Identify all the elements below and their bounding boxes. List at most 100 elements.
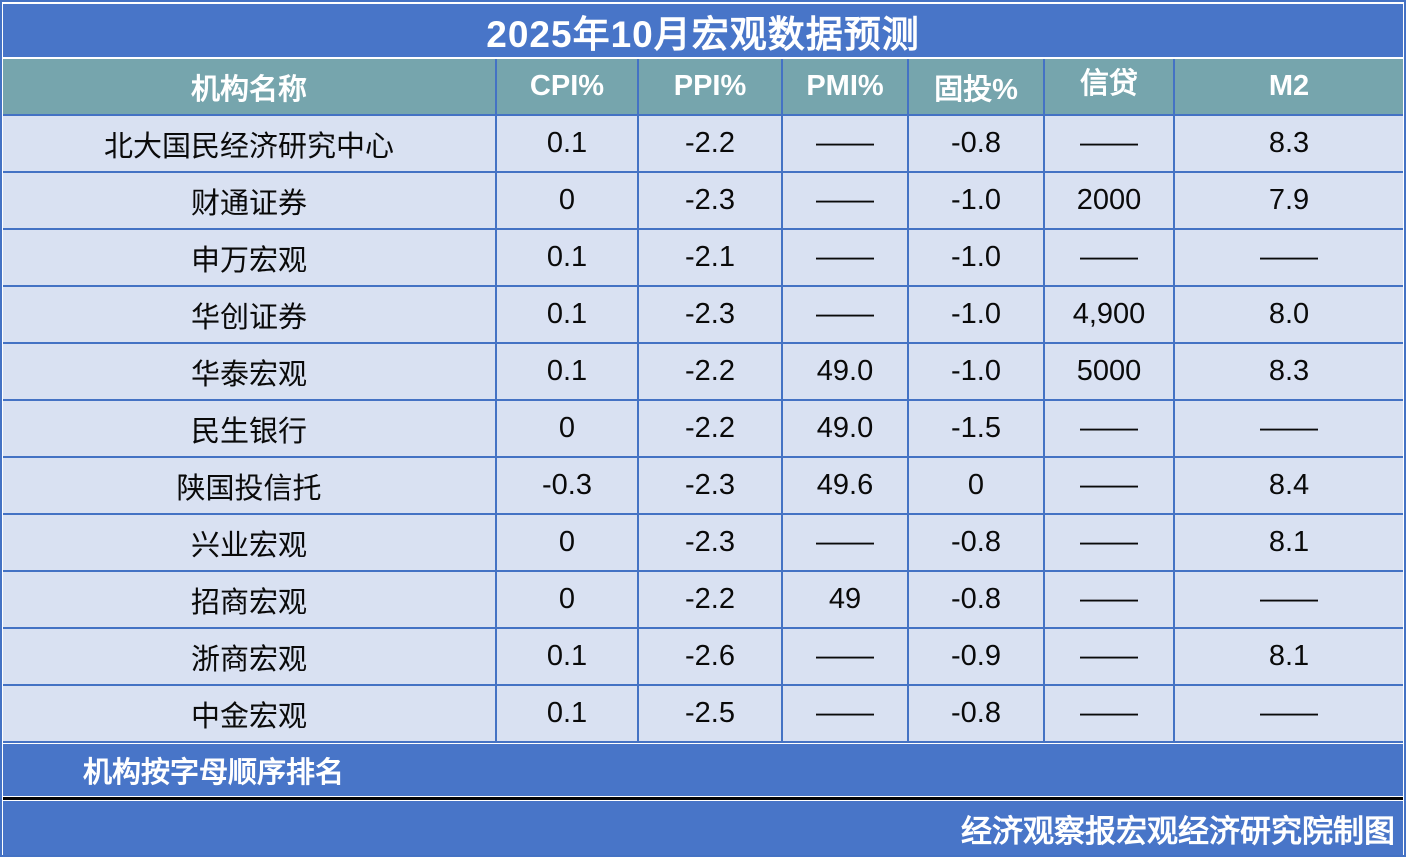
- table-title: 2025年10月宏观数据预测: [3, 4, 1403, 57]
- cell-credit: ——: [1045, 116, 1173, 171]
- cell-credit: 2000: [1045, 173, 1173, 228]
- cell-ppi: -2.6: [639, 629, 781, 684]
- cell-fixed-investment: -1.0: [909, 173, 1043, 228]
- cell-institution: 兴业宏观: [3, 515, 495, 570]
- cell-m2: 8.1: [1175, 629, 1403, 684]
- cell-cpi: 0.1: [497, 116, 637, 171]
- cell-institution: 华泰宏观: [3, 344, 495, 399]
- cell-pmi: 49.6: [783, 458, 907, 513]
- cell-pmi: 49: [783, 572, 907, 627]
- cell-credit: ——: [1045, 230, 1173, 285]
- table-row: 中金宏观 0.1 -2.5 —— -0.8 —— ——: [3, 686, 1403, 741]
- cell-cpi: 0.1: [497, 287, 637, 342]
- cell-fixed-investment: -1.0: [909, 230, 1043, 285]
- cell-cpi: 0.1: [497, 629, 637, 684]
- cell-ppi: -2.5: [639, 686, 781, 741]
- cell-m2: ——: [1175, 230, 1403, 285]
- cell-fixed-investment: -0.8: [909, 572, 1043, 627]
- cell-m2: 8.4: [1175, 458, 1403, 513]
- cell-institution: 申万宏观: [3, 230, 495, 285]
- column-header-institution: 机构名称: [3, 59, 495, 114]
- cell-credit: ——: [1045, 458, 1173, 513]
- table-row: 财通证券 0 -2.3 —— -1.0 2000 7.9: [3, 173, 1403, 228]
- cell-cpi: 0.1: [497, 344, 637, 399]
- cell-fixed-investment: -0.8: [909, 515, 1043, 570]
- table-body: 机构名称 CPI% PPI% PMI% 固投% 信贷 M2 北大国民经济研究中心…: [3, 59, 1403, 743]
- cell-fixed-investment: -0.9: [909, 629, 1043, 684]
- cell-institution: 中金宏观: [3, 686, 495, 741]
- cell-institution: 招商宏观: [3, 572, 495, 627]
- cell-ppi: -2.2: [639, 116, 781, 171]
- cell-pmi: ——: [783, 230, 907, 285]
- cell-m2: ——: [1175, 686, 1403, 741]
- cell-pmi: ——: [783, 287, 907, 342]
- cell-institution: 浙商宏观: [3, 629, 495, 684]
- cell-institution: 北大国民经济研究中心: [3, 116, 495, 171]
- column-header-cpi: CPI%: [497, 59, 637, 114]
- cell-pmi: ——: [783, 515, 907, 570]
- cell-fixed-investment: -0.8: [909, 116, 1043, 171]
- table-row: 招商宏观 0 -2.2 49 -0.8 —— ——: [3, 572, 1403, 627]
- cell-fixed-investment: -1.5: [909, 401, 1043, 456]
- cell-ppi: -2.3: [639, 458, 781, 513]
- cell-ppi: -2.2: [639, 344, 781, 399]
- ranking-note: 机构按字母顺序排名: [3, 744, 1403, 796]
- cell-ppi: -2.2: [639, 401, 781, 456]
- cell-ppi: -2.3: [639, 287, 781, 342]
- cell-ppi: -2.3: [639, 515, 781, 570]
- cell-cpi: 0: [497, 515, 637, 570]
- column-header-ppi: PPI%: [639, 59, 781, 114]
- cell-m2: 8.3: [1175, 344, 1403, 399]
- cell-ppi: -2.1: [639, 230, 781, 285]
- cell-credit: ——: [1045, 401, 1173, 456]
- table-row: 民生银行 0 -2.2 49.0 -1.5 —— ——: [3, 401, 1403, 456]
- cell-pmi: ——: [783, 116, 907, 171]
- cell-credit: ——: [1045, 515, 1173, 570]
- table-row: 华创证券 0.1 -2.3 —— -1.0 4,900 8.0: [3, 287, 1403, 342]
- cell-m2: 8.1: [1175, 515, 1403, 570]
- table-row: 陕国投信托 -0.3 -2.3 49.6 0 —— 8.4: [3, 458, 1403, 513]
- cell-credit: ——: [1045, 686, 1173, 741]
- cell-credit: 5000: [1045, 344, 1173, 399]
- cell-credit: ——: [1045, 572, 1173, 627]
- cell-cpi: 0: [497, 572, 637, 627]
- cell-credit: 4,900: [1045, 287, 1173, 342]
- cell-fixed-investment: -1.0: [909, 344, 1043, 399]
- column-header-fixed-investment: 固投%: [909, 59, 1043, 114]
- cell-pmi: ——: [783, 173, 907, 228]
- column-header-m2: M2: [1175, 59, 1403, 114]
- cell-pmi: 49.0: [783, 344, 907, 399]
- cell-credit: ——: [1045, 629, 1173, 684]
- column-header-pmi: PMI%: [783, 59, 907, 114]
- header-row: 机构名称 CPI% PPI% PMI% 固投% 信贷 M2: [3, 59, 1403, 114]
- cell-pmi: ——: [783, 629, 907, 684]
- table-row: 华泰宏观 0.1 -2.2 49.0 -1.0 5000 8.3: [3, 344, 1403, 399]
- cell-m2: 8.0: [1175, 287, 1403, 342]
- cell-ppi: -2.3: [639, 173, 781, 228]
- cell-fixed-investment: -0.8: [909, 686, 1043, 741]
- cell-cpi: -0.3: [497, 458, 637, 513]
- cell-institution: 财通证券: [3, 173, 495, 228]
- cell-ppi: -2.2: [639, 572, 781, 627]
- table-row: 兴业宏观 0 -2.3 —— -0.8 —— 8.1: [3, 515, 1403, 570]
- table-row: 北大国民经济研究中心 0.1 -2.2 —— -0.8 —— 8.3: [3, 116, 1403, 171]
- table-row: 浙商宏观 0.1 -2.6 —— -0.9 —— 8.1: [3, 629, 1403, 684]
- cell-institution: 民生银行: [3, 401, 495, 456]
- cell-fixed-investment: 0: [909, 458, 1043, 513]
- cell-m2: ——: [1175, 401, 1403, 456]
- cell-fixed-investment: -1.0: [909, 287, 1043, 342]
- cell-institution: 陕国投信托: [3, 458, 495, 513]
- cell-cpi: 0: [497, 173, 637, 228]
- cell-m2: 8.3: [1175, 116, 1403, 171]
- column-header-credit: 信贷: [1045, 59, 1173, 114]
- cell-m2: 7.9: [1175, 173, 1403, 228]
- cell-pmi: 49.0: [783, 401, 907, 456]
- divider-line: [3, 796, 1403, 801]
- credit-line: 经济观察报宏观经济研究院制图: [3, 801, 1403, 855]
- cell-cpi: 0.1: [497, 686, 637, 741]
- cell-cpi: 0.1: [497, 230, 637, 285]
- cell-institution: 华创证券: [3, 287, 495, 342]
- cell-m2: ——: [1175, 572, 1403, 627]
- cell-cpi: 0: [497, 401, 637, 456]
